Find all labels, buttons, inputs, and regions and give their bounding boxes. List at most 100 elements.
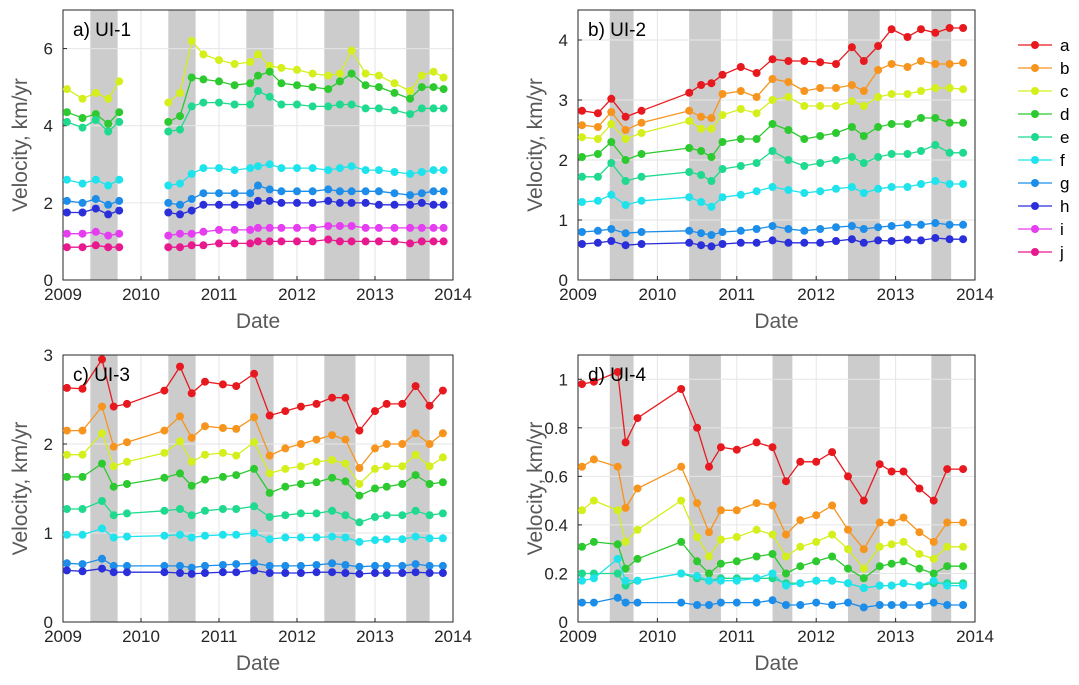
data-point-g xyxy=(176,200,184,209)
x-tick-label: 2010 xyxy=(122,285,160,304)
data-point-g xyxy=(943,601,952,609)
data-point-h xyxy=(398,569,407,577)
legend-marker xyxy=(1031,87,1039,95)
data-point-i xyxy=(347,222,356,230)
data-point-g xyxy=(355,562,364,571)
data-point-c xyxy=(732,533,741,541)
data-point-f xyxy=(816,187,825,196)
data-point-j xyxy=(265,237,274,246)
data-point-f xyxy=(335,164,344,173)
data-point-d xyxy=(187,73,196,82)
data-point-f xyxy=(828,576,837,585)
data-point-f xyxy=(677,569,686,578)
data-point-c xyxy=(693,533,702,541)
data-point-f xyxy=(390,168,399,176)
data-point-h xyxy=(78,208,87,217)
data-point-e xyxy=(945,148,954,157)
data-point-d xyxy=(716,559,725,568)
data-point-e xyxy=(593,172,602,181)
data-point-e xyxy=(308,102,317,111)
data-point-e xyxy=(277,100,286,109)
data-point-b xyxy=(796,516,805,525)
data-point-g xyxy=(374,187,383,196)
series-d xyxy=(578,537,968,583)
series-e xyxy=(62,497,447,527)
data-point-g xyxy=(800,226,809,235)
shaded-period xyxy=(689,10,721,280)
data-point-g xyxy=(828,601,837,609)
data-point-f xyxy=(931,177,940,185)
data-point-e xyxy=(115,117,124,126)
data-point-g xyxy=(859,603,868,612)
data-point-h xyxy=(78,567,87,576)
data-point-b xyxy=(232,424,241,433)
data-point-i xyxy=(335,222,344,230)
data-point-e xyxy=(578,569,586,578)
data-point-g xyxy=(621,598,630,607)
data-point-f xyxy=(324,166,333,175)
data-point-c xyxy=(637,129,646,137)
data-point-h xyxy=(187,569,196,578)
data-point-c xyxy=(707,124,716,133)
data-point-d xyxy=(308,83,317,92)
data-point-b xyxy=(832,84,840,92)
panel-2: 2009 2010 2011 2012 2013 2014 0 1 2 3 4 b) UI-2 Date… xyxy=(524,9,994,333)
data-point-j xyxy=(62,243,71,252)
data-point-h xyxy=(265,196,274,205)
data-point-f xyxy=(406,169,415,178)
data-point-b xyxy=(621,503,630,512)
data-point-g xyxy=(265,561,274,570)
data-point-g xyxy=(929,598,938,607)
data-point-a xyxy=(768,443,777,452)
data-point-a xyxy=(296,402,305,411)
data-point-d xyxy=(732,557,741,566)
data-point-b xyxy=(784,78,793,86)
data-point-i xyxy=(265,223,274,232)
data-point-g xyxy=(903,220,912,229)
data-point-d xyxy=(62,108,71,117)
data-point-b xyxy=(593,123,602,131)
data-point-e xyxy=(621,177,630,185)
data-point-c xyxy=(887,90,896,98)
data-point-c xyxy=(589,496,598,505)
data-point-d xyxy=(693,557,702,566)
data-point-f xyxy=(945,180,954,188)
data-point-d xyxy=(324,85,333,94)
data-point-b xyxy=(355,464,364,472)
series-h xyxy=(62,564,447,578)
data-point-g xyxy=(752,225,761,233)
data-point-g xyxy=(736,226,745,235)
data-point-d xyxy=(874,123,883,131)
data-point-h xyxy=(887,237,896,245)
data-point-d xyxy=(593,150,602,158)
data-point-c xyxy=(685,117,694,125)
data-point-a xyxy=(633,414,642,423)
data-point-g xyxy=(589,598,598,607)
data-point-f xyxy=(693,571,702,580)
data-point-c xyxy=(752,109,761,118)
data-point-d xyxy=(164,117,173,126)
data-point-c xyxy=(160,448,169,457)
data-point-c xyxy=(78,94,87,103)
data-point-g xyxy=(784,225,793,233)
data-point-f xyxy=(187,169,196,178)
data-point-a xyxy=(929,496,938,505)
data-point-g xyxy=(164,198,173,207)
data-point-b xyxy=(201,422,209,431)
data-point-c xyxy=(716,535,725,544)
data-point-j xyxy=(78,243,87,252)
data-point-c xyxy=(296,462,305,471)
data-point-a xyxy=(943,465,952,474)
data-point-c xyxy=(417,71,426,80)
data-point-g xyxy=(201,561,209,570)
legend-item-g: g xyxy=(1018,174,1069,193)
data-point-d xyxy=(697,147,706,155)
data-point-d xyxy=(945,118,954,127)
data-point-b xyxy=(109,442,118,451)
data-point-g xyxy=(328,559,337,568)
legend-label: i xyxy=(1060,220,1064,239)
data-point-f xyxy=(812,576,821,585)
data-point-g xyxy=(677,598,686,607)
data-point-g xyxy=(293,187,301,196)
data-point-c xyxy=(232,451,241,460)
